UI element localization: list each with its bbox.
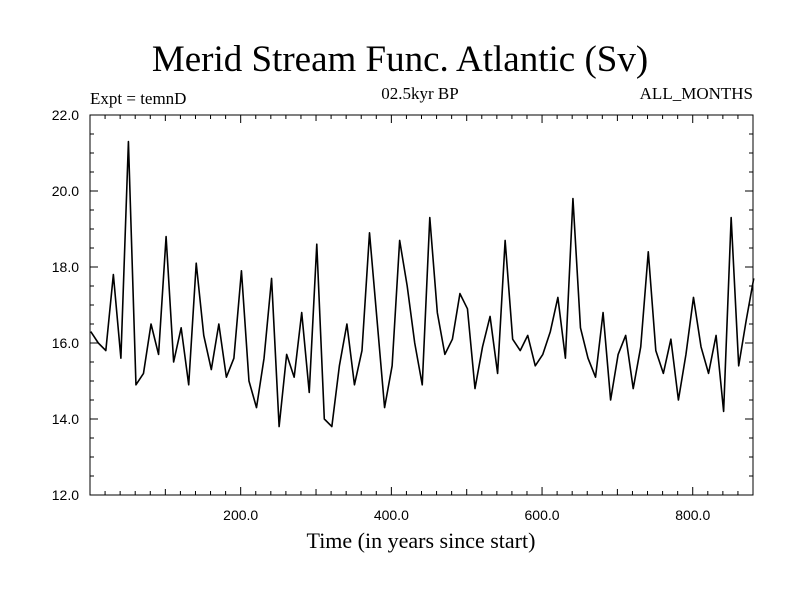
y-tick-label: 22.0 <box>52 107 79 123</box>
x-tick-label: 200.0 <box>223 507 258 523</box>
x-tick-label: 800.0 <box>675 507 710 523</box>
series-group <box>90 140 755 428</box>
series-line <box>90 140 755 428</box>
chart-subtitle: 02.5kyr BP <box>381 84 459 103</box>
chart-title: Merid Stream Func. Atlantic (Sv) <box>151 39 649 80</box>
experiment-label: Expt = temnD <box>90 89 187 108</box>
months-label: ALL_MONTHS <box>639 84 753 103</box>
axis-ticks: 12.0 14.0 16.0 18.0 20.0 22.0 200.0 400.0 600.0 8… <box>52 107 753 523</box>
x-tick-label: 600.0 <box>525 507 560 523</box>
x-axis-label: Time (in years since start) <box>307 528 536 553</box>
x-tick-label: 400.0 <box>374 507 409 523</box>
y-tick-label: 12.0 <box>52 487 79 503</box>
y-tick-label: 14.0 <box>52 411 79 427</box>
y-tick-label: 20.0 <box>52 183 79 199</box>
plot-frame <box>89 114 754 496</box>
y-tick-label: 16.0 <box>52 335 79 351</box>
y-tick-label: 18.0 <box>52 259 79 275</box>
